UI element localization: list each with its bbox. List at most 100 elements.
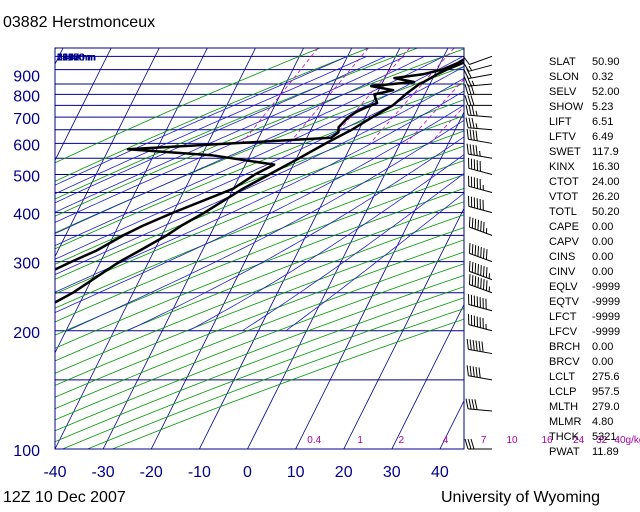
index-key: LCLP — [549, 386, 577, 398]
index-value: 6.49 — [592, 131, 614, 143]
index-row: THCK 5321. — [549, 430, 639, 445]
index-key: SELV — [549, 86, 577, 98]
index-row: MLTH 279.0 — [549, 400, 639, 415]
wind-barb — [465, 117, 493, 131]
dry-adiabat-line — [55, 48, 418, 200]
mixing-ratio-label: 24 — [573, 435, 585, 446]
index-key: CAPE — [549, 221, 579, 233]
index-value: 52.00 — [592, 86, 620, 98]
dry-adiabat-line — [55, 227, 464, 386]
isotherm-line — [55, 48, 208, 354]
pressure-tick-label: 200 — [13, 325, 40, 342]
index-key: LFTV — [549, 131, 576, 143]
pressure-tick-label: 400 — [13, 207, 40, 224]
isotherm-line — [343, 207, 464, 449]
mixing-ratio-line — [369, 48, 455, 144]
moist-adiabat-line — [188, 154, 464, 332]
isotherm-line — [55, 48, 112, 162]
wind-barb — [468, 195, 493, 214]
moist-adiabat-line — [55, 55, 348, 186]
temperature-tick-label: -20 — [140, 464, 163, 481]
wind-barb — [465, 104, 493, 118]
index-value: 5321. — [592, 431, 620, 443]
index-value: 0.00 — [592, 341, 614, 353]
height-label: 6970 m — [57, 52, 90, 63]
wind-barb — [464, 84, 493, 95]
height-label: 15920 m — [57, 52, 96, 63]
index-value: 0.00 — [592, 266, 614, 278]
wind-barb — [466, 338, 493, 355]
mixing-ratio-line — [327, 48, 411, 144]
index-row: LFTV 6.49 — [549, 130, 639, 145]
index-value: 0.00 — [592, 251, 614, 263]
index-value: 0.00 — [592, 236, 614, 248]
index-key: PWAT — [549, 446, 580, 458]
index-row: LIFT 6.51 — [549, 115, 639, 130]
index-key: CAPV — [549, 236, 579, 248]
index-key: SLON — [549, 71, 579, 83]
dry-adiabat-line — [55, 99, 464, 265]
wind-barb — [466, 143, 493, 159]
isotherm-line — [55, 48, 256, 449]
moist-adiabat-line — [285, 192, 464, 332]
temperature-profile-line — [55, 60, 464, 304]
pressure-tick-label: 100 — [13, 443, 40, 460]
plot-frame — [54, 47, 465, 450]
temperature-tick-label: -30 — [92, 464, 115, 481]
index-value: 5.23 — [592, 101, 614, 113]
index-key: VTOT — [549, 191, 579, 203]
temperature-tick-label: 10 — [287, 464, 305, 481]
pressure-tick-label: 900 — [13, 68, 40, 85]
wind-barb — [464, 438, 492, 450]
index-value: 26.20 — [592, 191, 620, 203]
dry-adiabat-line — [55, 66, 464, 234]
pressure-tick-label: 600 — [13, 137, 40, 154]
wind-barb — [468, 175, 493, 193]
index-row: BRCV 0.00 — [549, 355, 639, 370]
stability-indices-panel: SLAT 50.90 SLON 0.32 SELV 52.00 SHOW 5.23 LIFT 6.… — [549, 55, 639, 460]
index-key: TOTL — [549, 206, 577, 218]
index-row: LFCT -9999 — [549, 310, 639, 325]
moist-adiabat-line — [241, 172, 464, 332]
dewpoint-profile-line — [55, 57, 464, 271]
dry-adiabat-line — [55, 48, 464, 217]
moist-adiabat-line — [55, 55, 387, 204]
wind-barb — [468, 260, 493, 281]
index-value: 4.80 — [592, 416, 614, 428]
mixing-ratio-line — [288, 48, 369, 144]
wind-barb — [468, 242, 493, 263]
pressure-tick-label: 700 — [13, 111, 40, 128]
index-value: 0.00 — [592, 356, 614, 368]
temperature-tick-label: -10 — [188, 464, 211, 481]
index-value: 0.32 — [592, 71, 614, 83]
index-row: MLMR 4.80 — [549, 415, 639, 430]
dry-adiabat-line — [55, 160, 464, 323]
pressure-tick-label: 800 — [13, 88, 40, 105]
moist-adiabat-line — [55, 77, 464, 276]
wind-barb — [468, 157, 493, 176]
dry-adiabat-line — [55, 48, 321, 164]
dry-adiabat-line — [55, 251, 464, 410]
index-key: KINX — [549, 161, 575, 173]
index-key: MLTH — [549, 401, 579, 413]
index-key: SLAT — [549, 56, 576, 68]
index-key: SWET — [549, 146, 581, 158]
wind-barb — [468, 314, 493, 332]
station-title: 03882 Herstmonceux — [3, 14, 156, 31]
index-value: 50.90 — [592, 56, 620, 68]
index-value: 24.00 — [592, 176, 620, 188]
temperature-tick-label: 0 — [243, 464, 252, 481]
index-row: TOTL 50.20 — [549, 205, 639, 220]
dry-adiabat-line — [55, 214, 464, 374]
index-row: BRCH 0.00 — [549, 340, 639, 355]
wind-barb — [466, 365, 493, 381]
height-label: 78 m — [57, 52, 79, 63]
index-key: THCK — [549, 431, 579, 443]
temperature-tick-label: 20 — [335, 464, 353, 481]
index-row: SELV 52.00 — [549, 85, 639, 100]
moist-adiabat-line — [55, 55, 444, 234]
dry-adiabat-line — [55, 48, 369, 182]
index-key: CTOT — [549, 176, 579, 188]
dry-adiabat-line — [55, 174, 464, 336]
